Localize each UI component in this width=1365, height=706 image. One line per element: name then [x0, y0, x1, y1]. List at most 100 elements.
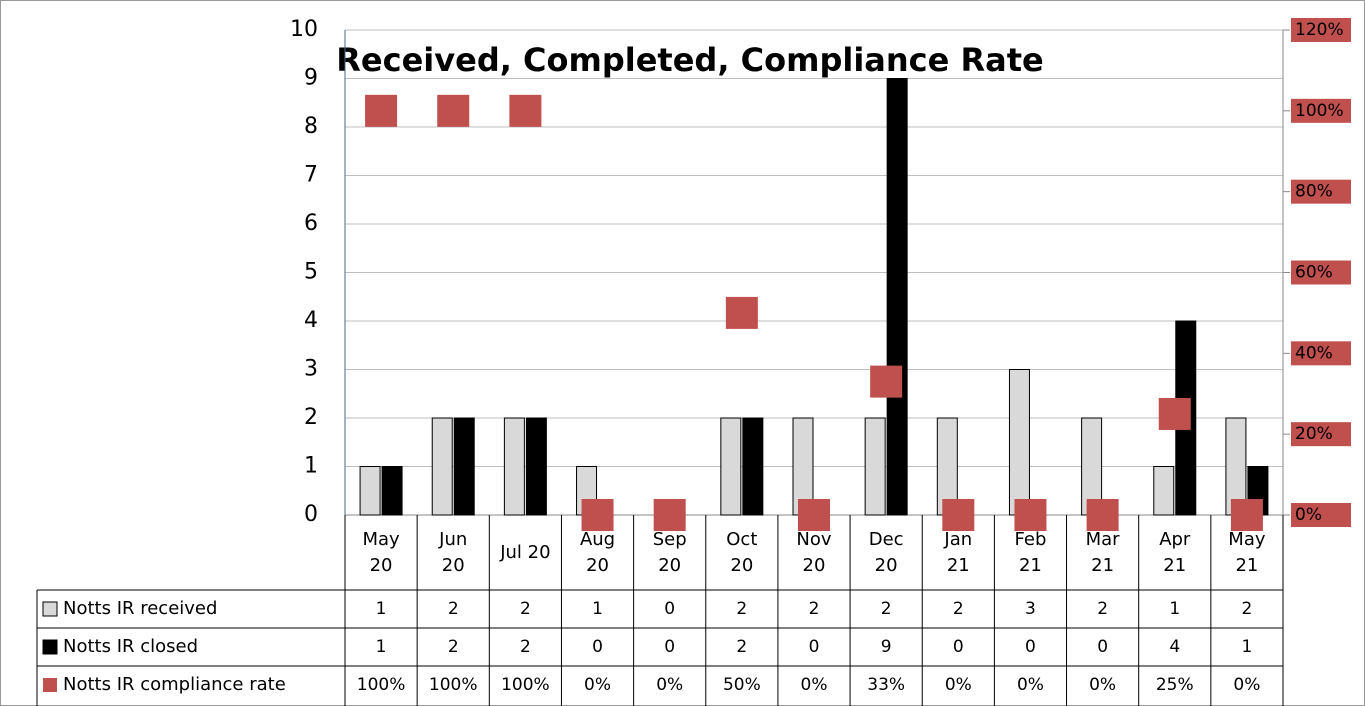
legend-key [42, 639, 58, 655]
legend-label: Notts IR compliance rate [63, 674, 286, 695]
x-tick-label: Aug 20 [579, 529, 616, 576]
marker [942, 499, 975, 531]
bar [381, 466, 403, 516]
table-cell: 0% [801, 675, 828, 695]
marker [437, 94, 470, 127]
x-tick-label: Jun 20 [439, 529, 468, 576]
table-cell: 33% [867, 675, 905, 695]
table-cell: 0% [1089, 675, 1116, 695]
table-cell: 0 [664, 599, 675, 619]
x-tick-label: Oct 20 [726, 529, 758, 576]
y-tick-label: 9 [304, 66, 318, 91]
table-cell: 0% [1017, 675, 1044, 695]
marker [1158, 397, 1191, 430]
x-tick-label: Nov 20 [796, 529, 832, 576]
y2-tick-label-bg [1291, 18, 1351, 42]
table-cell: 1 [376, 599, 387, 619]
marker [725, 296, 758, 329]
table-cell: 1 [592, 599, 603, 619]
table-cell: 0% [656, 675, 683, 695]
table-cell: 2 [520, 599, 531, 619]
marker [1014, 499, 1047, 531]
y-tick-label: 1 [304, 454, 318, 479]
table-cell: 100% [357, 675, 406, 695]
y-tick-label: 5 [304, 260, 318, 285]
table-cell: 0% [584, 675, 611, 695]
x-tick-label: May 21 [1228, 529, 1266, 576]
marker [509, 94, 542, 127]
table-cell: 100% [429, 675, 478, 695]
y2-tick-label: 40% [1295, 343, 1333, 363]
table-cell: 0 [1025, 637, 1036, 657]
table-cell: 3 [1025, 599, 1036, 619]
table-cell: 1 [1242, 637, 1253, 657]
table-cell: 2 [953, 599, 964, 619]
table-cell: 2 [736, 599, 747, 619]
table-cell: 9 [881, 637, 892, 657]
y2-tick-label-bg [1291, 179, 1351, 204]
table-cell: 2 [736, 637, 747, 657]
y2-tick-label: 60% [1295, 263, 1333, 283]
y2-tick-label: 120% [1295, 20, 1344, 40]
bar [864, 417, 886, 516]
y-tick-label: 10 [290, 17, 318, 42]
bar [453, 417, 475, 516]
table-cell: 1 [1169, 599, 1180, 619]
y2-tick-label: 0% [1295, 505, 1322, 525]
table-cell: 2 [448, 599, 459, 619]
marker [365, 94, 398, 127]
marker [581, 499, 614, 531]
marker [653, 499, 686, 531]
bar [1153, 466, 1175, 516]
x-tick-label: Mar 21 [1085, 529, 1120, 576]
table-cell: 0% [945, 675, 972, 695]
table-cell: 0 [592, 637, 603, 657]
y-tick-label: 3 [304, 357, 318, 382]
table-cell: 1 [376, 637, 387, 657]
bar [720, 417, 742, 516]
legend-label: Notts IR received [63, 598, 217, 619]
bar [359, 466, 381, 516]
table-cell: 0% [1233, 675, 1260, 695]
x-tick-label: May 20 [362, 529, 400, 576]
bar [742, 417, 764, 516]
table-cell: 2 [809, 599, 820, 619]
x-tick-label: Jan 21 [944, 529, 973, 576]
table-cell: 0 [664, 637, 675, 657]
marker [1086, 499, 1119, 531]
legend-label: Notts IR closed [63, 636, 198, 657]
table-cell: 2 [448, 637, 459, 657]
y2-tick-label-bg [1291, 341, 1351, 366]
y-tick-label: 8 [304, 114, 318, 139]
y2-tick-label: 100% [1295, 101, 1344, 121]
table-cell: 2 [520, 637, 531, 657]
table-cell: 0 [809, 637, 820, 657]
table-cell: 2 [1242, 599, 1253, 619]
legend-key [42, 601, 58, 617]
y-tick-label: 7 [304, 163, 318, 188]
table-cell: 2 [881, 599, 892, 619]
legend-key [43, 678, 57, 692]
bar [1008, 369, 1030, 516]
bar [431, 417, 453, 516]
y2-tick-label: 20% [1295, 424, 1333, 444]
table-cell: 50% [723, 675, 761, 695]
marker [798, 499, 830, 531]
y-tick-label: 0 [304, 502, 318, 527]
x-tick-label: Feb 21 [1014, 529, 1047, 576]
x-tick-label: Jul 20 [500, 542, 551, 563]
table-cell: 0 [953, 637, 964, 657]
y2-tick-label-bg [1291, 98, 1351, 123]
chart-title: Received, Completed, Compliance Rate [336, 41, 1043, 79]
table-cell: 4 [1169, 637, 1180, 657]
y-tick-label: 2 [304, 405, 318, 430]
marker [1230, 499, 1263, 531]
x-tick-label: Dec 20 [868, 529, 904, 576]
y2-tick-label-bg [1291, 422, 1351, 447]
y2-tick-label-bg [1291, 503, 1351, 527]
table-cell: 25% [1156, 675, 1194, 695]
table-cell: 2 [1097, 599, 1108, 619]
x-tick-label: Sep 20 [652, 529, 687, 576]
y-tick-label: 6 [304, 211, 318, 236]
